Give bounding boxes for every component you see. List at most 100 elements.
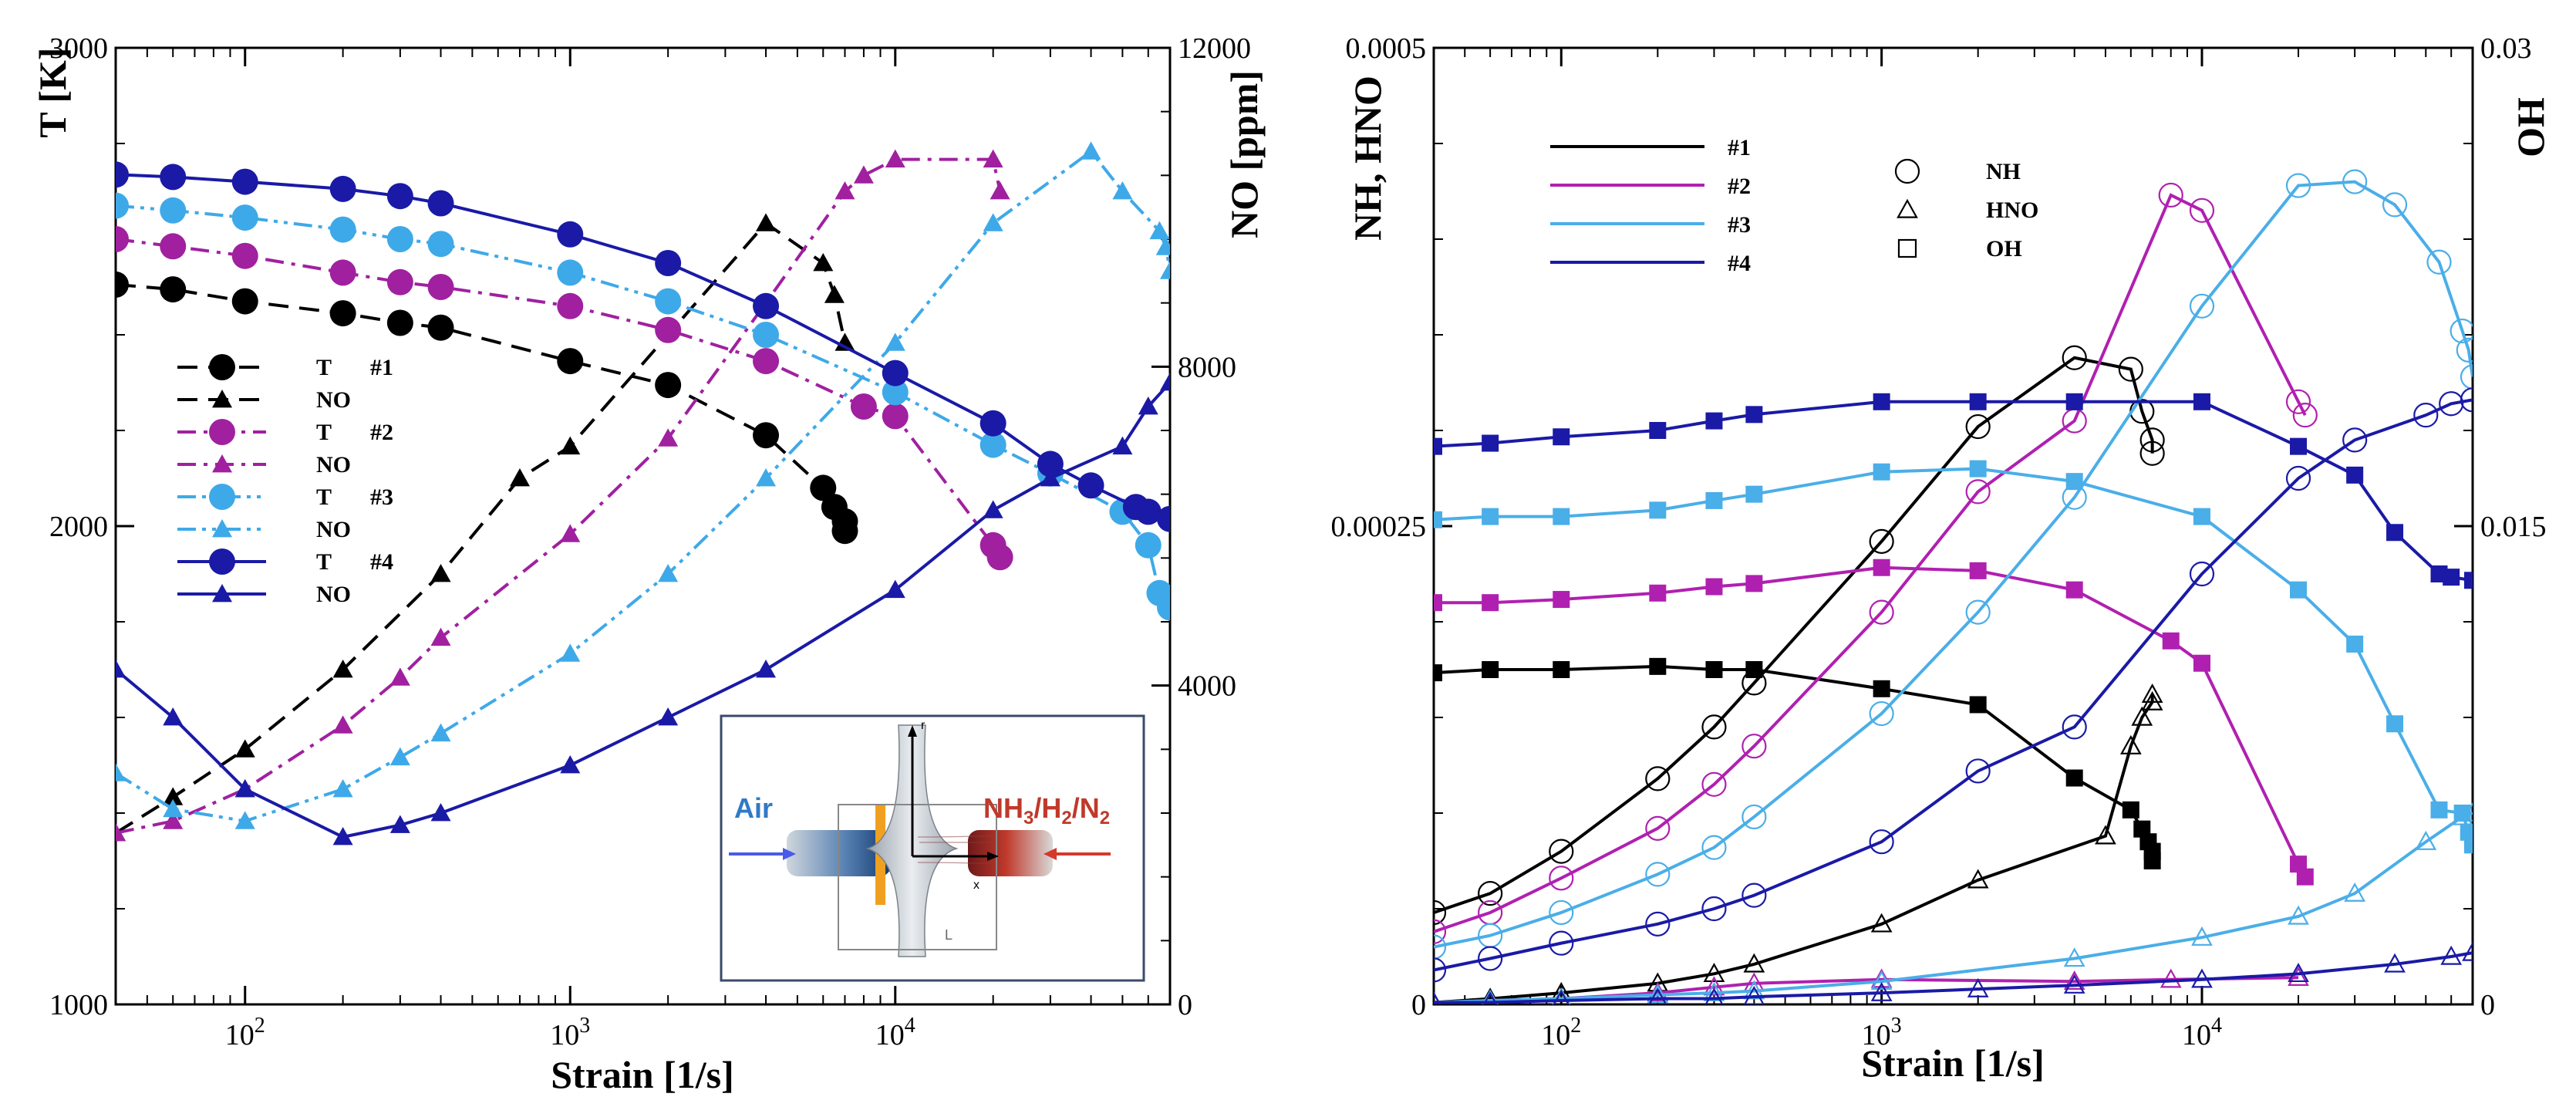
series-left <box>116 141 1170 845</box>
legend-case-label: #2 <box>370 420 393 445</box>
data-point <box>1741 734 1767 759</box>
r-axis-arrow <box>908 725 917 737</box>
legend-marker <box>209 419 235 445</box>
y2-tick-label: 0.015 <box>2480 511 2547 543</box>
data-point <box>1645 815 1671 841</box>
plot-frame-right <box>1432 46 2474 1006</box>
data-point <box>1157 594 1170 621</box>
data-point <box>979 431 1006 458</box>
legend-label: #2 <box>1728 174 1751 199</box>
data-point <box>2346 466 2364 484</box>
legend-entry: NO <box>177 517 351 542</box>
x-tick-base: 10 <box>875 1019 905 1051</box>
data-point <box>1649 657 1667 675</box>
data-point <box>1965 413 1991 440</box>
x-axis-title-left: Strain [1/s] <box>551 1053 734 1096</box>
data-point <box>1645 766 1671 791</box>
data-point <box>1741 883 1767 908</box>
legend-label: NO <box>316 582 351 607</box>
data-point <box>1549 839 1574 864</box>
data-point <box>2189 293 2215 319</box>
data-point <box>1869 528 1894 554</box>
data-point <box>234 779 255 798</box>
data-point <box>1743 953 1765 973</box>
x-axis-arrow <box>987 852 999 861</box>
data-point <box>835 181 855 200</box>
data-point <box>1155 237 1170 255</box>
data-point <box>329 259 356 286</box>
data-point <box>1705 578 1723 596</box>
data-point <box>116 192 129 219</box>
legend-label: NO <box>316 452 351 478</box>
data-point <box>2063 974 2085 994</box>
y2-tick-label: 0 <box>2480 989 2495 1021</box>
legend-label: HNO <box>1986 197 2038 223</box>
data-point <box>1645 911 1671 937</box>
data-point <box>1703 963 1725 983</box>
data-point <box>160 276 187 303</box>
data-point <box>2065 393 2083 410</box>
inset-r-label: r <box>921 719 926 732</box>
data-point <box>1870 970 1893 990</box>
data-point <box>2460 823 2473 841</box>
data-point <box>1647 984 1669 1004</box>
data-point <box>163 707 184 726</box>
x-tick-label: 104 <box>875 1014 915 1051</box>
fuel-arrow-head <box>1044 848 1057 860</box>
data-point <box>2413 403 2439 428</box>
legend-label: T <box>316 420 332 445</box>
data-point <box>427 274 454 300</box>
data-point <box>1157 505 1170 532</box>
x-axis-title-right: Strain [1/s] <box>1861 1041 2045 1085</box>
legend-species-entry: HNO <box>1897 197 2038 223</box>
data-point <box>1745 661 1763 678</box>
data-point <box>1135 532 1162 559</box>
data-point <box>2095 825 2116 845</box>
data-point <box>2464 572 2473 589</box>
series-line <box>116 149 1170 823</box>
data-point <box>1701 835 1727 860</box>
data-point <box>1745 485 1763 503</box>
y-axis-title-right: NH, HNO <box>1346 76 1389 241</box>
data-point <box>1482 508 1499 525</box>
data-point <box>882 403 909 430</box>
x-tick-base: 10 <box>1541 1019 1570 1051</box>
series-line <box>1434 951 2473 1004</box>
data-point <box>1703 981 1725 1001</box>
series-line <box>1434 664 2154 861</box>
data-point <box>386 309 413 336</box>
data-point <box>2342 427 2368 453</box>
data-point <box>2285 389 2311 414</box>
y2-tick-label: 8000 <box>1178 351 1236 383</box>
data-point <box>1649 501 1667 519</box>
data-point <box>2439 391 2464 417</box>
series-line <box>1434 400 2473 582</box>
data-point <box>160 233 187 260</box>
legend-marker <box>1897 198 1918 218</box>
data-point <box>655 250 682 276</box>
fuel-sub-3: 3 <box>1023 808 1033 829</box>
data-point <box>1434 899 1447 926</box>
data-point <box>2344 882 2366 902</box>
data-point <box>2288 967 2309 986</box>
data-point <box>1553 508 1570 525</box>
data-point <box>1081 141 1101 160</box>
data-point <box>2426 249 2452 275</box>
data-point <box>853 165 874 184</box>
data-point <box>983 149 1003 168</box>
data-point <box>2193 654 2210 672</box>
data-point <box>560 755 581 774</box>
data-point <box>979 410 1006 437</box>
data-point <box>1549 899 1574 926</box>
legend-entry: T #3 <box>177 484 393 510</box>
data-point <box>430 803 451 822</box>
legend-entry: NO <box>177 387 351 413</box>
data-point <box>1037 451 1064 478</box>
y2-axis-title-right: OH <box>2509 97 2552 157</box>
data-point <box>427 314 454 341</box>
data-point <box>386 226 413 252</box>
data-point <box>2288 905 2309 925</box>
data-point <box>2162 632 2180 650</box>
data-point <box>655 288 682 315</box>
